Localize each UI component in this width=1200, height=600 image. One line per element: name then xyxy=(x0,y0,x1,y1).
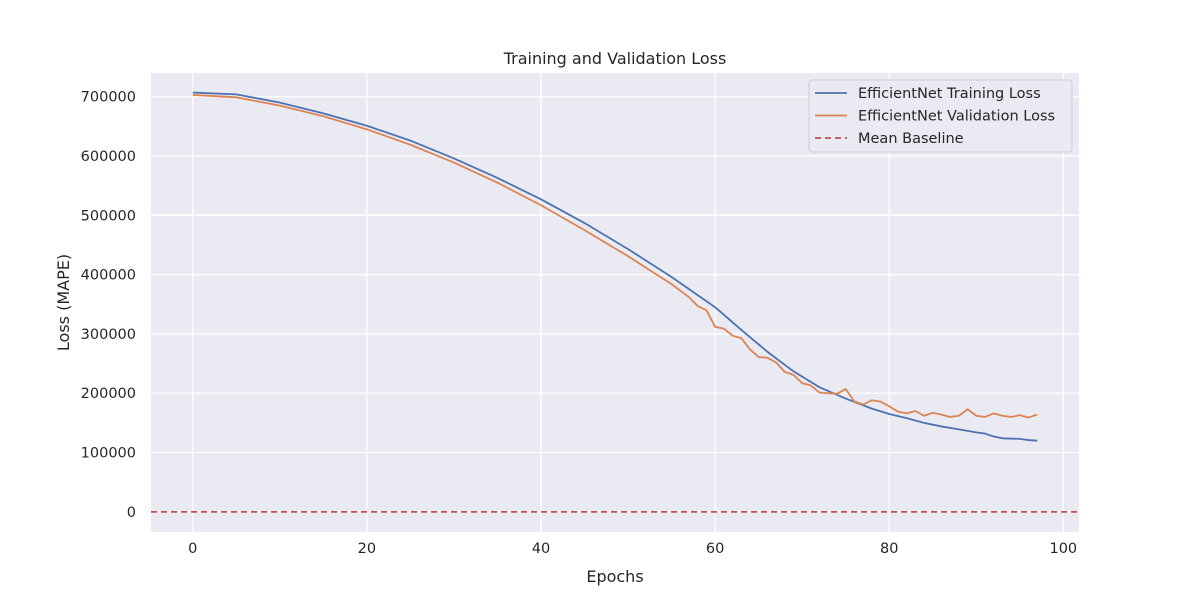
x-tick-label: 0 xyxy=(188,541,197,557)
y-axis-label: Loss (MAPE) xyxy=(54,254,73,351)
y-tick-label: 600000 xyxy=(81,149,136,165)
legend-label: EfficientNet Validation Loss xyxy=(858,109,1055,125)
series-lines xyxy=(151,91,1079,513)
legend-label: Mean Baseline xyxy=(858,131,964,147)
legend-label: EfficientNet Training Loss xyxy=(858,86,1041,102)
tick-labels: 0 20 40 60 80 100 0 100000 200000 300000 400000 500… xyxy=(81,90,1078,557)
y-tick-label: 300000 xyxy=(81,327,136,343)
chart-title: Training and Validation Loss xyxy=(503,49,727,68)
x-axis-label: Epochs xyxy=(586,567,643,586)
x-tick-label: 40 xyxy=(532,541,550,557)
x-tick-label: 60 xyxy=(706,541,724,557)
x-tick-label: 80 xyxy=(880,541,898,557)
y-tick-label: 500000 xyxy=(81,208,136,224)
x-tick-label: 100 xyxy=(1049,541,1077,557)
y-tick-label: 200000 xyxy=(81,386,136,402)
y-tick-label: 100000 xyxy=(81,446,136,462)
legend-box xyxy=(808,79,1073,153)
legend: EfficientNet Training Loss EfficientNet V… xyxy=(808,79,1073,153)
y-tick-label: 700000 xyxy=(81,90,136,106)
y-tick-label: 0 xyxy=(127,505,136,521)
x-tick-label: 20 xyxy=(358,541,376,557)
validation-loss-line xyxy=(192,94,1038,419)
y-tick-label: 400000 xyxy=(81,268,136,284)
training-loss-line xyxy=(192,91,1038,442)
